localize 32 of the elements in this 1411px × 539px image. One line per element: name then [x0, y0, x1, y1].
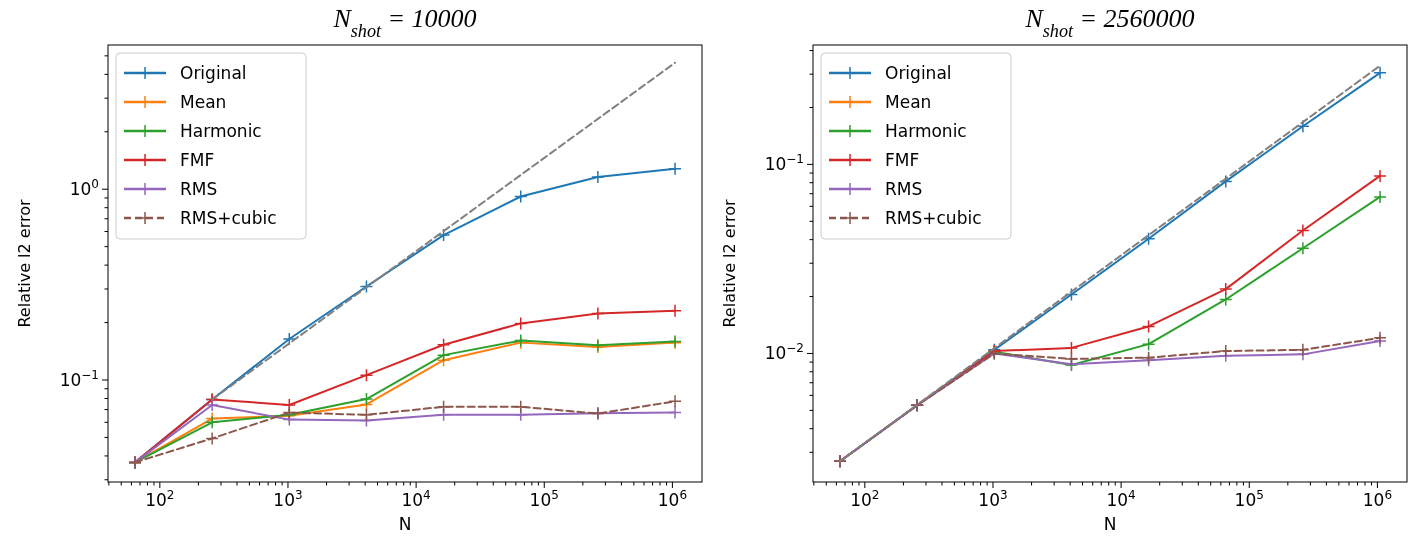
legend-label: RMS — [885, 179, 923, 199]
y-axis-title: Relative l2 error — [15, 199, 34, 328]
x-tick-label: 10$^{3}$ — [273, 488, 303, 510]
y-axis-title: Relative l2 error — [720, 199, 739, 328]
legend-label: Original — [885, 63, 952, 83]
legend-label: RMS+cubic — [885, 208, 982, 228]
x-tick-label: 10$^{6}$ — [1362, 488, 1393, 510]
legend-label: RMS+cubic — [180, 208, 277, 228]
x-tick-label: 10$^{2}$ — [850, 488, 880, 510]
chart-title: N$_{shot}$ = 10000 — [332, 4, 477, 41]
x-tick-label: 10$^{5}$ — [1234, 488, 1264, 510]
legend-label: RMS — [180, 179, 218, 199]
x-tick-label: 10$^{4}$ — [1106, 488, 1136, 510]
x-tick-label: 10$^{4}$ — [401, 488, 431, 510]
legend-label: Original — [180, 63, 247, 83]
x-tick-label: 10$^{6}$ — [657, 488, 688, 510]
x-axis-title: N — [398, 514, 412, 534]
x-tick-label: 10$^{3}$ — [978, 488, 1008, 510]
legend-label: Mean — [180, 92, 227, 112]
x-axis-title: N — [1103, 514, 1117, 534]
legend-label: Harmonic — [885, 121, 967, 141]
y-tick-label: 10$^{0}$ — [69, 177, 99, 200]
legend-label: Mean — [885, 92, 932, 112]
chart-title: N$_{shot}$ = 2560000 — [1024, 4, 1195, 41]
y-tick-label: 10$^{−2}$ — [764, 341, 804, 364]
legend-label: FMF — [885, 150, 920, 170]
legend-label: FMF — [180, 150, 215, 170]
y-tick-label: 10$^{−1}$ — [764, 152, 804, 175]
y-tick-label: 10$^{−1}$ — [59, 368, 99, 390]
x-tick-label: 10$^{2}$ — [145, 488, 175, 510]
legend-label: Harmonic — [180, 121, 262, 141]
x-tick-label: 10$^{5}$ — [529, 488, 559, 510]
